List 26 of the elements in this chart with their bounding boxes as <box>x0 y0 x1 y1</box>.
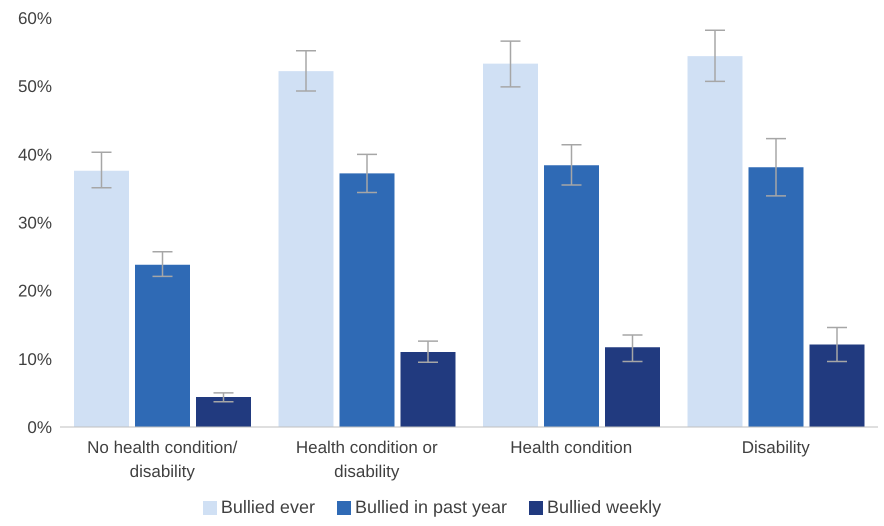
x-tick-label: Health condition or disability <box>296 438 438 481</box>
bar <box>810 344 864 427</box>
bar <box>340 173 394 427</box>
bar <box>748 167 804 427</box>
y-tick-label: 0% <box>27 418 52 438</box>
bar <box>196 397 251 427</box>
y-tick-label: 10% <box>18 350 52 369</box>
y-tick-label: 20% <box>18 282 52 301</box>
bar <box>278 71 334 427</box>
bar <box>483 64 538 427</box>
legend-label: Bullied in past year <box>354 497 508 517</box>
bar <box>74 170 129 427</box>
bar <box>544 165 599 427</box>
y-tick-label: 30% <box>18 214 52 233</box>
bar <box>135 264 190 427</box>
x-tick-label: Health condition <box>510 438 632 457</box>
legend-label: Bullied weekly <box>547 497 662 517</box>
bar <box>400 352 456 427</box>
bar <box>605 347 660 427</box>
y-tick-label: 60% <box>18 9 52 28</box>
x-tick-label: No health condition/ disability <box>87 438 238 481</box>
x-tick-label: Disability <box>742 438 810 457</box>
bar <box>688 56 742 427</box>
y-tick-label: 40% <box>18 145 52 164</box>
y-tick-label: 50% <box>18 77 52 96</box>
legend-label: Bullied ever <box>220 497 315 517</box>
